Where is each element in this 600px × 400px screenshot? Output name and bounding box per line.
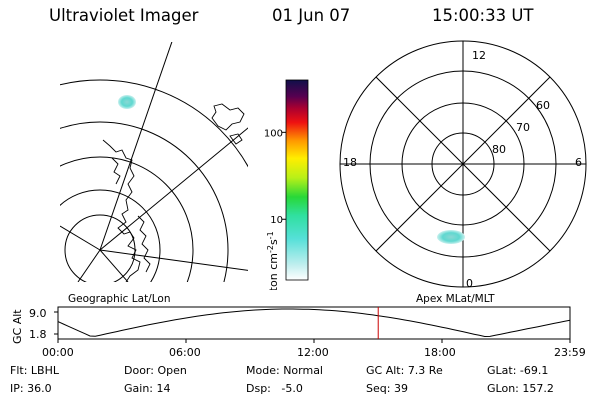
time-tick-label: 12:00	[297, 346, 329, 359]
mlat-label-60: 60	[536, 99, 550, 112]
date-label: 01 Jun 07	[272, 6, 351, 25]
coastline	[211, 103, 245, 131]
glat-readout: GLat: -69.1	[487, 364, 549, 377]
door-readout: Door: Open	[124, 364, 187, 377]
time-label: 15:00:33 UT	[432, 6, 534, 25]
mlt-label-12: 12	[472, 49, 486, 62]
colorbar-gradient	[285, 79, 309, 281]
mlt-line	[375, 76, 551, 252]
filter-readout: Flt: LBHL	[10, 364, 59, 377]
latitude-circle	[60, 189, 161, 282]
meridian-line	[77, 249, 101, 282]
gc-alt-readout: GC Alt: 7.3 Re	[366, 364, 443, 377]
ip-readout: IP: 36.0	[10, 382, 52, 395]
coastline	[111, 157, 121, 185]
altitude-tick-high: 9.0	[29, 307, 47, 320]
mlat-label-70: 70	[516, 121, 530, 134]
auroral-emission-blob	[118, 95, 136, 109]
coastline	[102, 139, 141, 282]
mlat-label-80: 80	[492, 143, 506, 156]
mlt-label-6: 6	[575, 156, 582, 169]
geo-map-caption: Geographic Lat/Lon	[68, 293, 171, 305]
mlt-label-18: 18	[343, 156, 357, 169]
coastline	[229, 133, 243, 145]
polar-plot-caption: Apex MLat/MLT	[416, 293, 495, 305]
altitude-plot-frame	[57, 306, 571, 340]
meridian-line	[99, 249, 248, 271]
latitude-circle	[60, 121, 229, 282]
polar-plot: 12 18 6 0 60 70 80	[339, 40, 587, 290]
colorbar: 100 10 photon cm-2s-1	[264, 79, 309, 290]
latitude-circle	[60, 79, 248, 168]
meridian-line	[99, 42, 173, 251]
glon-readout: GLon: 157.2	[487, 382, 554, 395]
time-tick-label: 23:59	[554, 346, 586, 359]
time-tick-label: 18:00	[424, 346, 456, 359]
geographic-map	[60, 42, 248, 282]
mode-readout: Mode: Normal	[246, 364, 323, 377]
time-tick-label: 00:00	[42, 346, 74, 359]
altitude-plot: GC Alt 9.0 1.8	[11, 306, 571, 344]
colorbar-tick-label: 10	[270, 215, 283, 226]
altitude-axis-label: GC Alt	[11, 309, 24, 344]
coastline	[137, 215, 151, 273]
instrument-title: Ultraviolet Imager	[49, 6, 199, 25]
mlt-label-0: 0	[466, 277, 473, 290]
time-tick-label: 06:00	[169, 346, 201, 359]
colorbar-tick-label: 100	[264, 128, 283, 139]
seq-readout: Seq: 39	[366, 382, 408, 395]
altitude-curve	[57, 308, 571, 338]
meridian-line	[99, 127, 248, 251]
colorbar-unit-label: photon cm-2s-1	[266, 231, 280, 290]
meridian-line	[60, 225, 101, 251]
altitude-tick-low: 1.8	[29, 328, 47, 341]
auroral-emission-blob	[437, 230, 465, 244]
gain-readout: Gain: 14	[124, 382, 171, 395]
latitude-circle	[60, 156, 194, 282]
meridian-line	[99, 249, 129, 282]
dsp-readout: Dsp: -5.0	[246, 382, 303, 395]
